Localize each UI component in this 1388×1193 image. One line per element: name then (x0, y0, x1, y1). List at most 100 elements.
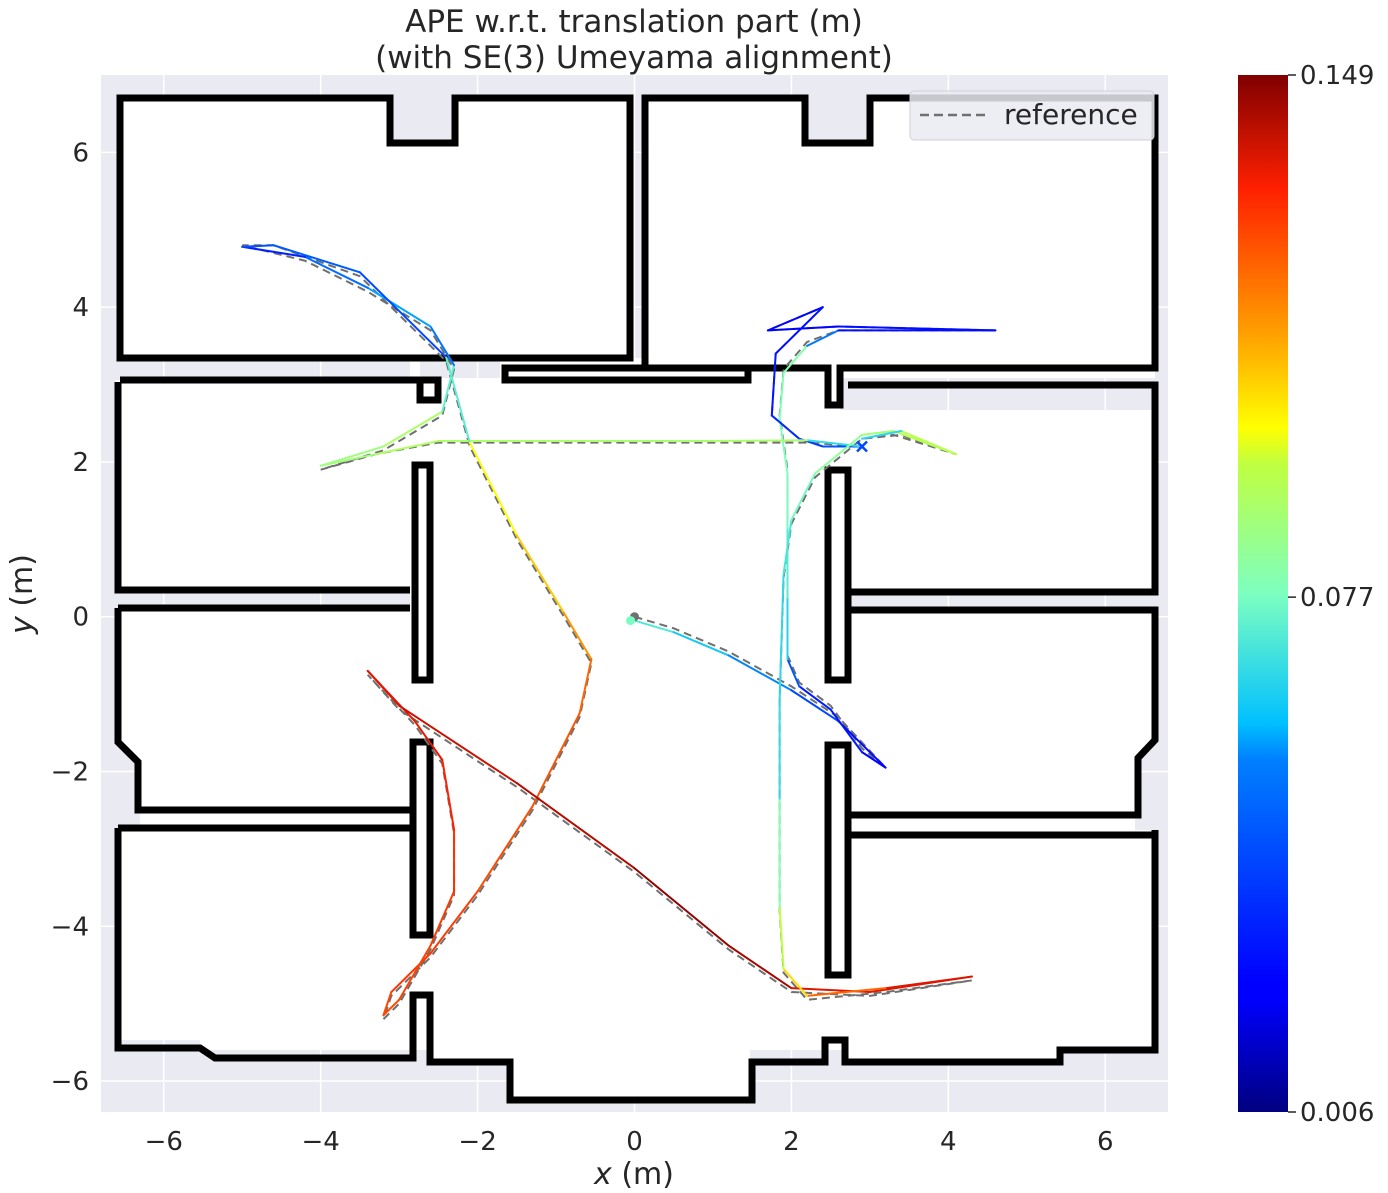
estimate-trajectory-segment (429, 890, 479, 955)
estimate-trajectory-segment (398, 704, 518, 785)
wall-right-room-3 (848, 606, 1159, 819)
y-tick-labels: −6 −4 −2 0 2 4 6 (51, 138, 89, 1097)
estimate-trajectory-segment (861, 429, 903, 440)
wall-right-pillar-2 (824, 741, 852, 979)
estimate-trajectory-segment (319, 445, 385, 467)
colorbar-tick-label: 0.149 (1300, 61, 1374, 91)
estimate-trajectory-segment (468, 441, 518, 537)
estimate-trajectory-segment (766, 306, 824, 332)
chart-subtitle: (with SE(3) Umeyama alignment) (375, 40, 893, 76)
y-tick-label: −2 (51, 757, 89, 787)
x-tick-label: 6 (1097, 1127, 1114, 1157)
estimate-trajectory-segment (366, 669, 401, 707)
estimate-trajectory-segment (578, 658, 593, 715)
x-tick-label: −2 (458, 1127, 496, 1157)
y-tick-label: 0 (72, 603, 89, 633)
wall-right-pillar (824, 466, 852, 684)
estimate-trajectory-segment (441, 758, 456, 831)
colorbar-ticks: 0.006 0.077 0.149 (1288, 61, 1374, 1128)
y-tick-label: 2 (72, 448, 89, 478)
estimate-trajectory-segment (413, 720, 444, 761)
estimate-trajectory-segment (633, 867, 730, 947)
estimate-start-marker (626, 616, 636, 626)
estimate-trajectory-segment (382, 991, 393, 1017)
estimate-trajectory-segment (798, 685, 832, 711)
estimate-trajectory-segment (837, 325, 997, 332)
estimate-trajectory-segment (441, 364, 456, 413)
colorbar: 0.006 0.077 0.149 (1238, 61, 1374, 1128)
estimate-trajectory-segment (778, 371, 785, 421)
estimate-trajectory-segment (476, 805, 534, 893)
estimate-trajectory-segment (766, 325, 840, 332)
colorbar-tick-label: 0.077 (1300, 583, 1374, 613)
wall-left-room-3 (114, 604, 410, 814)
estimate-end-marker (856, 440, 868, 453)
estimate-trajectory-segment (770, 414, 801, 440)
x-tick-label: −6 (145, 1127, 183, 1157)
estimate-trajectory-segment (672, 631, 730, 657)
x-axis-label: x (m) (593, 1157, 674, 1192)
colorbar-gradient (1238, 75, 1288, 1112)
estimate-trajectory-segment (782, 344, 809, 374)
wall-right-room-2 (848, 381, 1159, 596)
estimate-trajectory-segment (515, 534, 565, 614)
x-tick-label: 0 (626, 1127, 643, 1157)
occupancy-map (114, 94, 1159, 1104)
estimate-trajectory-segment (861, 751, 887, 769)
estimate-trajectory-segment (884, 975, 973, 990)
estimate-trajectory-segment (366, 286, 432, 328)
estimate-trajectory-segment (813, 433, 864, 475)
chart-title: APE w.r.t. translation part (m) (405, 4, 863, 40)
wall-corridor-top (501, 364, 752, 384)
estimate-trajectory-segment (806, 439, 864, 448)
estimate-trajectory-segment (390, 952, 432, 994)
legend-box (909, 90, 1155, 141)
estimate-trajectory-segment (445, 356, 471, 444)
estimate-trajectory-segment (790, 472, 816, 521)
estimate-trajectory-segment (786, 658, 801, 688)
y-axis-label: y (m) (5, 554, 40, 635)
wall-left-pillar-2 (409, 738, 434, 939)
x-tick-labels: −6 −4 −2 0 2 4 6 (145, 1127, 1114, 1157)
wall-left-room-2 (114, 376, 442, 594)
estimate-trajectory-segment (382, 410, 444, 448)
wall-left-pillar (411, 461, 434, 684)
estimate-trajectory-segment (900, 429, 958, 456)
y-tick-label: 6 (72, 138, 89, 168)
estimate-trajectory-segment (711, 439, 809, 443)
estimate-trajectory-segment (727, 944, 793, 990)
estimate-trajectory-segment (633, 619, 675, 634)
estimate-trajectory-segment (429, 890, 456, 947)
estimate-trajectory-segment (382, 998, 401, 1017)
x-tick-label: 2 (783, 1127, 800, 1157)
estimate-trajectory-segment (398, 944, 432, 1001)
estimate-trajectory-segment (515, 782, 636, 870)
estimate-trajectory-segment (358, 271, 448, 359)
estimate-trajectory-segment (782, 518, 793, 576)
y-tick-label: 4 (72, 293, 89, 323)
estimate-trajectory-segment (303, 255, 369, 289)
legend-reference-label: reference (1004, 98, 1138, 131)
y-tick-label: −6 (51, 1067, 89, 1097)
estimate-trajectory-segment (241, 245, 306, 258)
estimate-trajectory-segment (790, 689, 840, 723)
estimate-trajectory-segment (806, 329, 840, 347)
reference-trajectory-line (241, 244, 996, 1020)
trajectories (241, 244, 997, 1020)
estimate-trajectory-segment (774, 306, 824, 355)
wall-top-right-room (641, 94, 1159, 409)
estimate-trajectory-segment (778, 573, 785, 699)
estimate-trajectory-segment (770, 352, 777, 417)
estimate-trajectory-segment (806, 987, 887, 997)
estimate-trajectory-segment (837, 720, 887, 769)
estimate-trajectory-segment (241, 244, 275, 248)
free-space (115, 98, 1155, 1100)
estimate-trajectory-segment (778, 905, 785, 970)
legend: reference (909, 90, 1155, 141)
estimate-trajectory-segment (829, 708, 864, 754)
wall-right-room-4 (848, 831, 1159, 1050)
estimate-trajectory-segment (374, 440, 440, 456)
x-tick-label: −4 (302, 1127, 340, 1157)
